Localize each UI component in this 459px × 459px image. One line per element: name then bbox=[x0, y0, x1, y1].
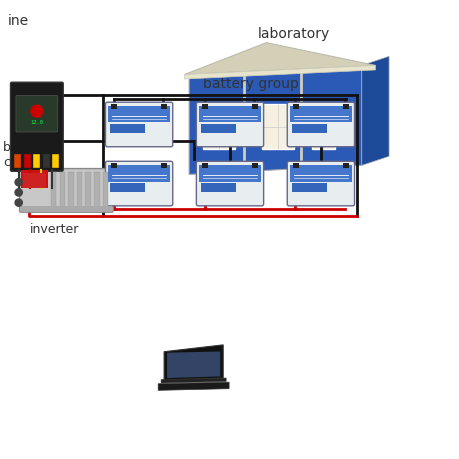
FancyBboxPatch shape bbox=[196, 162, 263, 207]
Polygon shape bbox=[361, 57, 388, 166]
FancyBboxPatch shape bbox=[342, 164, 348, 168]
Text: inverter: inverter bbox=[30, 223, 79, 235]
Text: laboratory: laboratory bbox=[257, 28, 329, 41]
Circle shape bbox=[15, 200, 22, 207]
FancyBboxPatch shape bbox=[286, 162, 354, 207]
FancyBboxPatch shape bbox=[24, 155, 31, 168]
Polygon shape bbox=[184, 44, 375, 75]
FancyBboxPatch shape bbox=[105, 162, 173, 207]
FancyBboxPatch shape bbox=[34, 155, 40, 168]
FancyBboxPatch shape bbox=[251, 105, 257, 110]
Text: 12.0: 12.0 bbox=[30, 120, 43, 125]
Circle shape bbox=[31, 106, 43, 118]
FancyBboxPatch shape bbox=[110, 183, 145, 192]
Circle shape bbox=[15, 179, 22, 186]
Text: battery group: battery group bbox=[202, 77, 298, 91]
FancyBboxPatch shape bbox=[21, 207, 112, 211]
FancyBboxPatch shape bbox=[251, 164, 257, 168]
FancyBboxPatch shape bbox=[342, 105, 348, 110]
FancyBboxPatch shape bbox=[105, 103, 173, 147]
FancyBboxPatch shape bbox=[201, 124, 236, 134]
Text: battery
charger: battery charger bbox=[3, 141, 51, 169]
FancyBboxPatch shape bbox=[51, 173, 56, 209]
Text: ine: ine bbox=[7, 14, 28, 28]
FancyBboxPatch shape bbox=[292, 105, 299, 110]
FancyBboxPatch shape bbox=[16, 96, 58, 133]
FancyBboxPatch shape bbox=[102, 173, 108, 209]
FancyBboxPatch shape bbox=[21, 171, 48, 189]
FancyBboxPatch shape bbox=[111, 105, 117, 110]
FancyBboxPatch shape bbox=[52, 155, 59, 168]
FancyBboxPatch shape bbox=[77, 173, 82, 209]
FancyBboxPatch shape bbox=[289, 107, 351, 123]
FancyBboxPatch shape bbox=[202, 105, 234, 150]
FancyBboxPatch shape bbox=[160, 105, 167, 110]
Polygon shape bbox=[158, 382, 229, 391]
Polygon shape bbox=[164, 345, 223, 380]
FancyBboxPatch shape bbox=[111, 164, 117, 168]
FancyBboxPatch shape bbox=[68, 173, 73, 209]
FancyBboxPatch shape bbox=[14, 155, 21, 168]
FancyBboxPatch shape bbox=[196, 103, 263, 147]
FancyBboxPatch shape bbox=[110, 124, 145, 134]
FancyBboxPatch shape bbox=[85, 173, 91, 209]
FancyBboxPatch shape bbox=[23, 174, 46, 189]
FancyBboxPatch shape bbox=[198, 107, 261, 123]
FancyBboxPatch shape bbox=[291, 183, 326, 192]
FancyBboxPatch shape bbox=[202, 164, 208, 168]
FancyBboxPatch shape bbox=[202, 105, 208, 110]
FancyBboxPatch shape bbox=[201, 183, 236, 192]
FancyBboxPatch shape bbox=[108, 166, 170, 182]
FancyBboxPatch shape bbox=[43, 155, 50, 168]
FancyBboxPatch shape bbox=[311, 105, 334, 150]
Polygon shape bbox=[161, 378, 226, 383]
FancyBboxPatch shape bbox=[94, 173, 99, 209]
Polygon shape bbox=[189, 66, 361, 175]
Circle shape bbox=[15, 190, 22, 196]
FancyBboxPatch shape bbox=[20, 169, 113, 213]
FancyBboxPatch shape bbox=[11, 83, 63, 172]
FancyBboxPatch shape bbox=[289, 166, 351, 182]
Polygon shape bbox=[184, 66, 375, 80]
FancyBboxPatch shape bbox=[291, 124, 326, 134]
FancyBboxPatch shape bbox=[292, 164, 299, 168]
FancyBboxPatch shape bbox=[60, 173, 65, 209]
FancyBboxPatch shape bbox=[108, 107, 170, 123]
FancyBboxPatch shape bbox=[198, 166, 261, 182]
Polygon shape bbox=[167, 352, 220, 378]
FancyBboxPatch shape bbox=[286, 103, 354, 147]
FancyBboxPatch shape bbox=[261, 105, 293, 150]
FancyBboxPatch shape bbox=[160, 164, 167, 168]
